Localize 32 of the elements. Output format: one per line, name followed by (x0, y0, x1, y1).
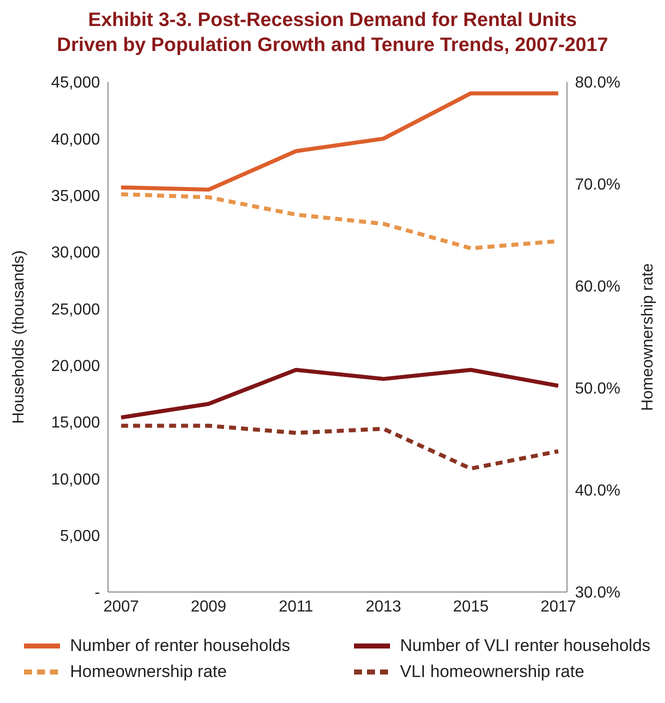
y2-tick-label: 30.0% (575, 584, 620, 602)
y-tick-label: 35,000 (51, 188, 100, 206)
legend-label: Homeownership rate (70, 662, 227, 682)
y2-tick-label: 70.0% (575, 176, 620, 194)
y2-tick-label: 60.0% (575, 278, 620, 296)
y-axis-title: Households (thousands) (10, 250, 28, 424)
y-tick-label: 15,000 (51, 414, 100, 432)
chart-title: Exhibit 3-3. Post-Recession Demand for Rental Units Driven by Population Growth and Tenure Trends, 2007-2017 (56, 8, 610, 58)
x-tick-label: 2011 (278, 598, 314, 616)
y2-tick-label: 80.0% (575, 74, 620, 92)
legend-label: Number of VLI renter households (400, 636, 650, 656)
line-series (119, 368, 560, 420)
y-tick-label: 45,000 (51, 74, 100, 92)
x-tick-label: 2013 (366, 598, 402, 616)
y-tick-label: 30,000 (51, 244, 100, 262)
y2-tick-label: 50.0% (575, 380, 620, 398)
y-tick-label: 25,000 (51, 301, 100, 318)
legend-label: VLI homeownership rate (400, 662, 584, 682)
y-tick-label: 10,000 (51, 471, 100, 488)
line-series (119, 424, 560, 471)
y-tick-label: 5,000 (60, 528, 100, 546)
x-tick-label: 2009 (190, 598, 226, 616)
line-series (119, 91, 560, 192)
y-tick-label: 20,000 (51, 358, 100, 376)
y2-tick-label: 40.0% (575, 482, 620, 500)
legend-label: Number of renter households (70, 636, 290, 656)
y2-axis-title: Homeownership rate (640, 263, 657, 411)
x-tick-label: 2017 (540, 598, 576, 616)
x-tick-label: 2007 (103, 598, 140, 616)
x-tick-label: 2015 (453, 598, 489, 616)
y-tick-label: 40,000 (51, 131, 100, 148)
y-tick-label: - (94, 584, 100, 602)
